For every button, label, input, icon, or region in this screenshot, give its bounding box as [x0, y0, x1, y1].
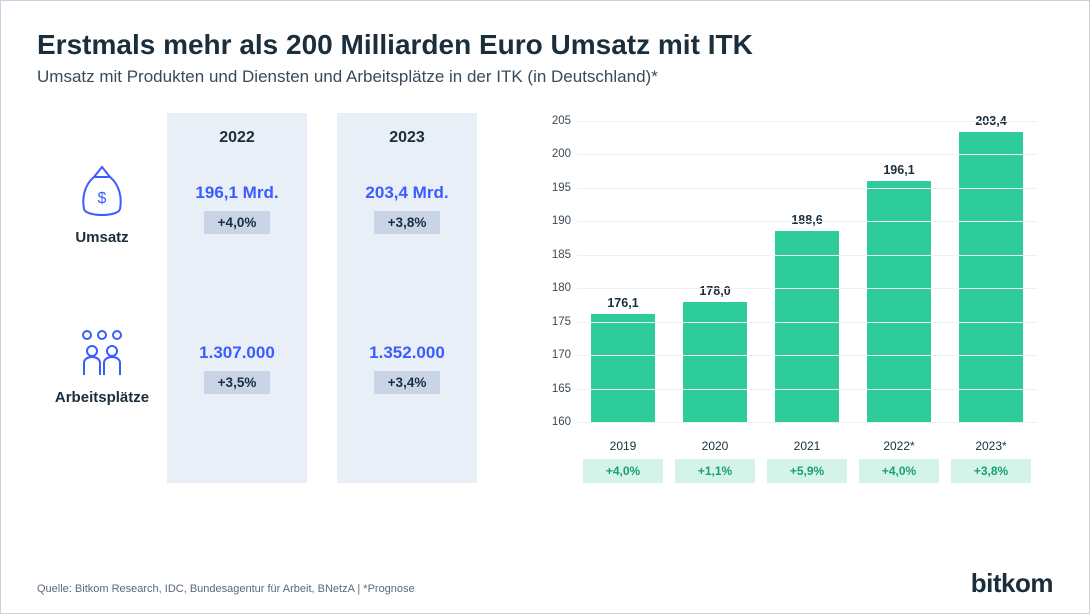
revenue-bar-chart: 176,1 178,0 188,6 196,1 203,4 160 165 170 175 18…: [537, 113, 1047, 483]
chart-bar: [683, 302, 747, 422]
chart-xtick: 2022*: [867, 439, 931, 453]
svg-text:$: $: [98, 190, 107, 207]
chart-ytick: 205: [537, 115, 571, 127]
kpi-row-jobs: Arbeitsplätze: [37, 323, 167, 483]
chart-bar-slot: 178,0: [683, 121, 747, 422]
kpi-year: 2022: [167, 129, 307, 147]
chart-gridline: [577, 389, 1037, 390]
chart-growth-label: +3,8%: [951, 459, 1031, 483]
chart-bar: [867, 181, 931, 422]
chart-gridline: [577, 355, 1037, 356]
chart-ytick: 190: [537, 215, 571, 227]
chart-gridline: [577, 188, 1037, 189]
page-title: Erstmals mehr als 200 Milliarden Euro Um…: [37, 29, 1053, 61]
chart-ytick: 175: [537, 316, 571, 328]
chart-xtick: 2020: [683, 439, 747, 453]
kpi-value: 1.307.000: [167, 343, 307, 363]
kpi-value: 1.352.000: [337, 343, 477, 363]
page-subtitle: Umsatz mit Produkten und Diensten und Ar…: [37, 67, 1053, 87]
chart-gridline: [577, 121, 1037, 122]
chart-bars: 176,1 178,0 188,6 196,1 203,4: [577, 121, 1037, 422]
chart-bar-slot: 196,1: [867, 121, 931, 422]
chart-plot-area: 176,1178,0188,6196,1203,4 16016517017518…: [577, 121, 1037, 423]
chart-gridline: [577, 422, 1037, 423]
chart-gridline: [577, 255, 1037, 256]
kpi-cell-umsatz: 196,1 Mrd. +4,0%: [167, 183, 307, 303]
chart-bar-slot: 176,1: [591, 121, 655, 422]
source-footnote: Quelle: Bitkom Research, IDC, Bundesagen…: [37, 583, 415, 595]
chart-ytick: 170: [537, 349, 571, 361]
kpi-value: 196,1 Mrd.: [167, 183, 307, 203]
chart-xtick: 2019: [591, 439, 655, 453]
bitkom-logo: bitkom: [971, 568, 1053, 599]
kpi-col-2022: 2022 196,1 Mrd. +4,0% 1.307.000 +3,5%: [167, 113, 307, 483]
chart-ytick: 160: [537, 416, 571, 428]
kpi-delta: +3,5%: [204, 371, 271, 394]
chart-xtick: 2023*: [959, 439, 1023, 453]
kpi-row-umsatz: $ Umsatz: [37, 163, 167, 323]
kpi-delta: +4,0%: [204, 211, 271, 234]
chart-gridline: [577, 288, 1037, 289]
chart-bar-value-label: 178,0: [699, 284, 730, 298]
slide: Erstmals mehr als 200 Milliarden Euro Um…: [1, 1, 1089, 613]
money-bag-icon: $: [72, 163, 132, 223]
kpi-delta: +3,4%: [374, 371, 441, 394]
chart-ytick: 185: [537, 249, 571, 261]
kpi-row-labels: $ Umsatz Arbeitsplätze: [37, 113, 167, 483]
chart-gridline: [577, 221, 1037, 222]
chart-bar: [959, 132, 1023, 422]
chart-gridline: [577, 154, 1037, 155]
chart-bar: [591, 314, 655, 422]
kpi-cell-jobs: 1.307.000 +3,5%: [167, 343, 307, 463]
kpi-col-2023: 2023 203,4 Mrd. +3,8% 1.352.000 +3,4%: [337, 113, 477, 483]
chart-growth-label: +5,9%: [767, 459, 847, 483]
chart-bar-slot: 203,4: [959, 121, 1023, 422]
chart-ytick: 165: [537, 383, 571, 395]
chart-bar: [775, 231, 839, 422]
kpi-cell-umsatz: 203,4 Mrd. +3,8%: [337, 183, 477, 303]
chart-x-axis: 2019 2020 2021 2022* 2023*: [577, 439, 1037, 453]
chart-growth-label: +1,1%: [675, 459, 755, 483]
kpi-year: 2023: [337, 129, 477, 147]
chart-bar-value-label: 188,6: [791, 213, 822, 227]
chart-ytick: 180: [537, 282, 571, 294]
chart-growth-row: +4,0% +1,1% +5,9% +4,0% +3,8%: [577, 459, 1037, 483]
kpi-value: 203,4 Mrd.: [337, 183, 477, 203]
chart-bar-slot: 188,6: [775, 121, 839, 422]
kpi-label-umsatz: Umsatz: [75, 229, 128, 246]
kpi-delta: +3,8%: [374, 211, 441, 234]
chart-bar-value-label: 196,1: [883, 163, 914, 177]
chart-growth-label: +4,0%: [859, 459, 939, 483]
content-area: $ Umsatz Arbeitsplätze: [37, 113, 1053, 483]
chart-bar-value-label: 176,1: [607, 296, 638, 310]
kpi-columns: 2022 196,1 Mrd. +4,0% 1.307.000 +3,5% 20…: [167, 113, 477, 483]
chart-ytick: 195: [537, 182, 571, 194]
kpi-cell-jobs: 1.352.000 +3,4%: [337, 343, 477, 463]
chart-xtick: 2021: [775, 439, 839, 453]
chart-growth-label: +4,0%: [583, 459, 663, 483]
chart-gridline: [577, 322, 1037, 323]
kpi-block: $ Umsatz Arbeitsplätze: [37, 113, 507, 483]
chart-ytick: 200: [537, 148, 571, 160]
people-icon: [72, 323, 132, 383]
kpi-label-jobs: Arbeitsplätze: [55, 389, 149, 406]
